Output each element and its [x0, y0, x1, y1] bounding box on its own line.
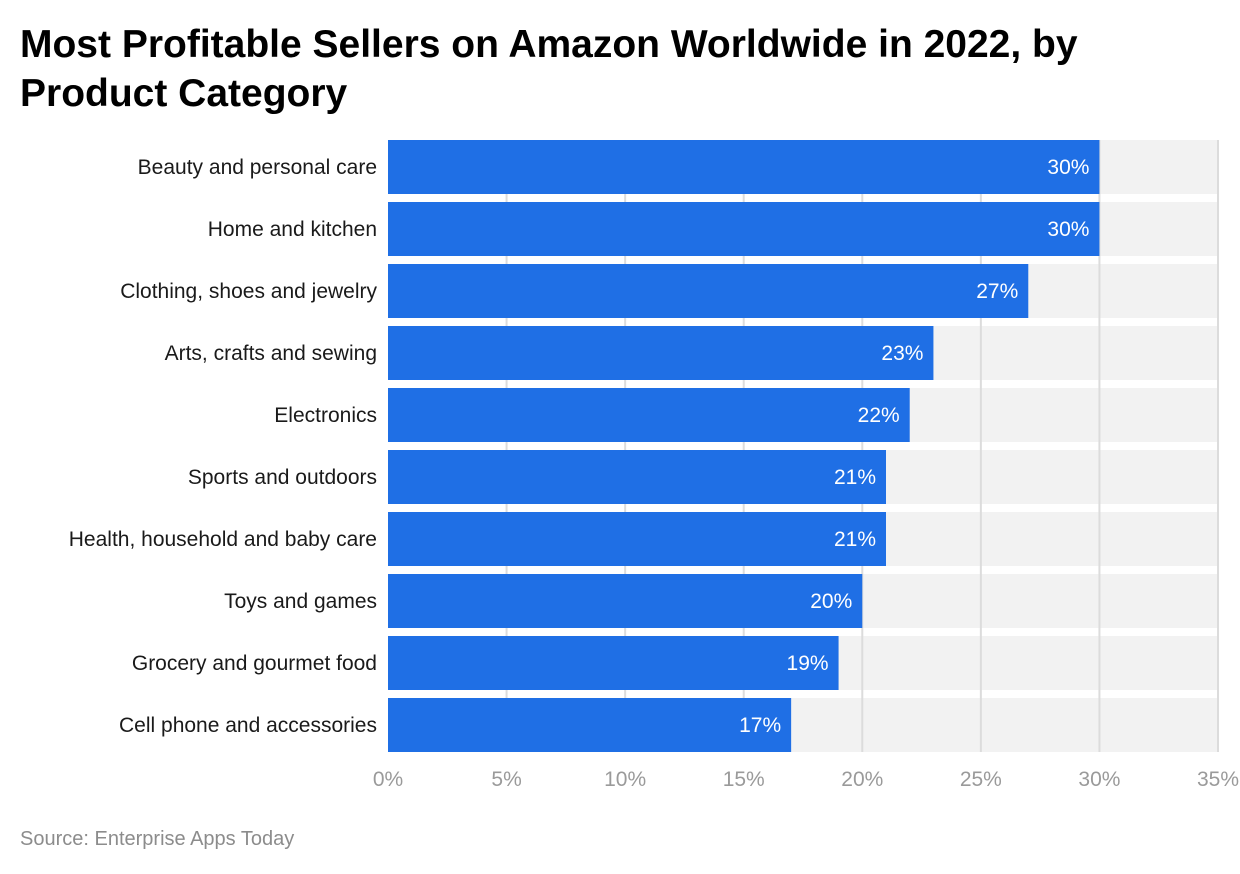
data-label: 17% [739, 714, 781, 737]
data-label: 30% [1047, 218, 1089, 241]
category-label: Health, household and baby care [69, 528, 377, 551]
bar [388, 450, 886, 504]
bar [388, 512, 886, 566]
x-tick-label: 30% [1078, 768, 1120, 791]
source-note: Source: Enterprise Apps Today [20, 828, 295, 850]
data-label: 20% [810, 590, 852, 613]
data-label: 22% [858, 404, 900, 427]
data-label: 27% [976, 280, 1018, 303]
bar [388, 326, 934, 380]
bar [388, 202, 1100, 256]
category-label: Beauty and personal care [138, 156, 377, 179]
x-tick-label: 35% [1197, 768, 1239, 791]
category-label: Cell phone and accessories [119, 714, 377, 737]
data-label: 19% [787, 652, 829, 675]
category-label: Toys and games [224, 590, 377, 613]
category-label: Sports and outdoors [188, 466, 377, 489]
x-tick-label: 25% [960, 768, 1002, 791]
bar [388, 698, 792, 752]
x-tick-label: 10% [604, 768, 646, 791]
chart-title: Most Profitable Sellers on Amazon Worldw… [20, 23, 1078, 115]
category-label: Home and kitchen [208, 218, 377, 241]
bar [388, 140, 1100, 194]
category-label: Grocery and gourmet food [132, 652, 377, 675]
x-tick-label: 15% [723, 768, 765, 791]
data-label: 21% [834, 466, 876, 489]
x-tick-label: 0% [373, 768, 403, 791]
data-label: 30% [1047, 156, 1089, 179]
bar [388, 636, 839, 690]
data-label: 21% [834, 528, 876, 551]
x-tick-label: 5% [491, 768, 521, 791]
x-tick-label: 20% [841, 768, 883, 791]
bar [388, 388, 910, 442]
category-label: Electronics [274, 404, 377, 427]
category-label: Arts, crafts and sewing [165, 342, 377, 365]
bar [388, 264, 1029, 318]
data-label: 23% [881, 342, 923, 365]
bar [388, 574, 863, 628]
category-label: Clothing, shoes and jewelry [120, 280, 377, 303]
